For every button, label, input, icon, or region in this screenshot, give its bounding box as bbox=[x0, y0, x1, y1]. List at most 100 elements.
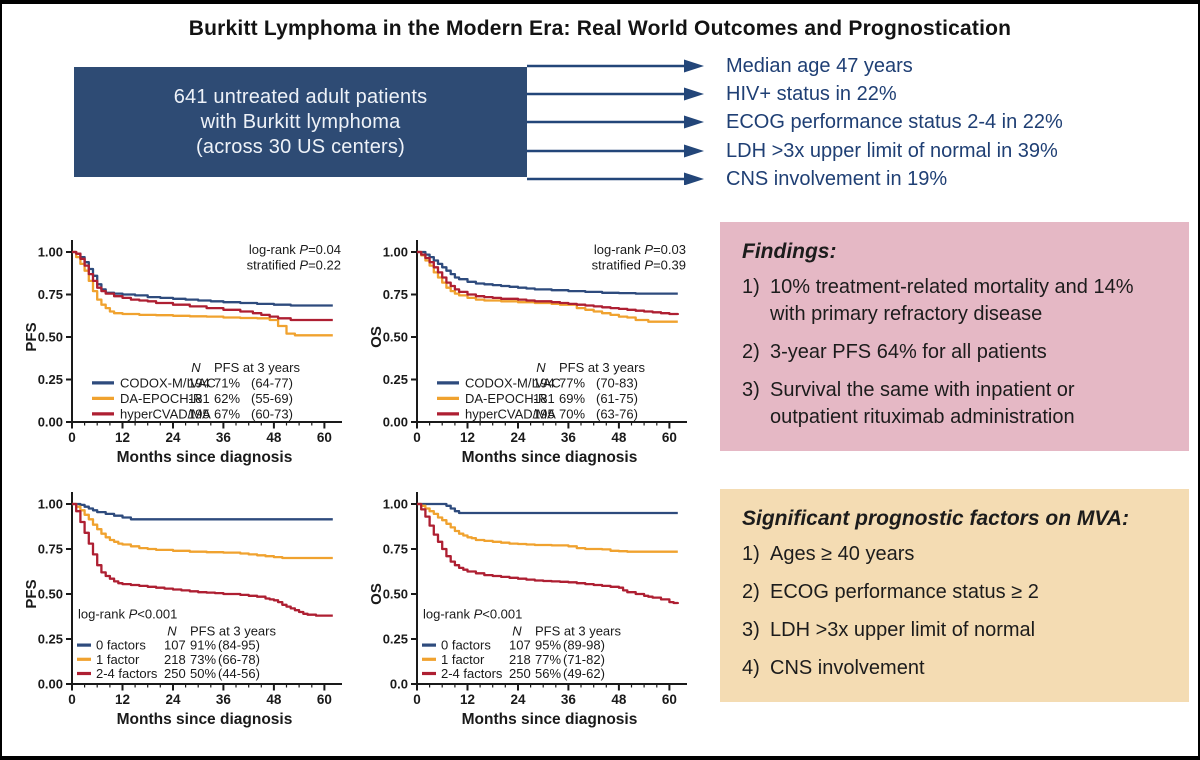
cohort-line-1: 641 untreated adult patients bbox=[173, 85, 428, 108]
svg-text:OS: OS bbox=[368, 326, 385, 348]
svg-text:218: 218 bbox=[509, 652, 531, 667]
svg-text:0.75: 0.75 bbox=[383, 542, 408, 557]
svg-text:0.25: 0.25 bbox=[383, 372, 408, 387]
svg-text:Months since diagnosis: Months since diagnosis bbox=[117, 449, 293, 466]
findings-item: 2) 3-year PFS 64% for all patients bbox=[742, 341, 1047, 363]
svg-text:250: 250 bbox=[164, 666, 186, 681]
svg-text:DA-EPOCH-R: DA-EPOCH-R bbox=[120, 391, 202, 406]
svg-text:0: 0 bbox=[68, 430, 76, 445]
callout-ecog-status: ECOG performance status 2-4 in 22% bbox=[726, 111, 1063, 133]
figure-title: Burkitt Lymphoma in the Modern Era: Real… bbox=[188, 17, 1012, 40]
svg-text:PFS at 3 years: PFS at 3 years bbox=[535, 623, 621, 638]
cohort-box: 641 untreated adult patients with Burkit… bbox=[74, 67, 527, 177]
svg-text:0.00: 0.00 bbox=[38, 415, 63, 430]
prognostic-title: Significant prognostic factors on MVA: bbox=[742, 507, 1129, 530]
svg-text:181: 181 bbox=[188, 391, 210, 406]
svg-text:0.25: 0.25 bbox=[383, 632, 408, 647]
svg-text:24: 24 bbox=[165, 692, 181, 707]
callout-hiv-status: HIV+ status in 22% bbox=[726, 83, 897, 105]
svg-text:48: 48 bbox=[266, 430, 282, 445]
svg-text:1 factor: 1 factor bbox=[441, 652, 485, 667]
svg-text:91%: 91% bbox=[190, 638, 216, 653]
svg-text:1.00: 1.00 bbox=[38, 497, 63, 512]
svg-text:(61-75): (61-75) bbox=[596, 391, 638, 406]
svg-text:(55-69): (55-69) bbox=[251, 391, 293, 406]
svg-text:(63-76): (63-76) bbox=[596, 406, 638, 421]
svg-text:hyperCVAD/MA: hyperCVAD/MA bbox=[465, 406, 556, 421]
svg-text:0.75: 0.75 bbox=[383, 287, 408, 302]
svg-text:12: 12 bbox=[460, 430, 475, 445]
svg-text:(89-98): (89-98) bbox=[563, 638, 605, 653]
svg-text:95%: 95% bbox=[535, 638, 561, 653]
svg-text:log-rank P<0.001: log-rank P<0.001 bbox=[423, 606, 522, 621]
svg-text:1.00: 1.00 bbox=[383, 245, 408, 260]
km-chart-pfs-by-factors: 1.00 0.75 0.50 0.25 0.00 0 12 24 36 48 60 Months si… bbox=[22, 488, 367, 750]
svg-text:0: 0 bbox=[413, 692, 421, 707]
prognostic-item: 1) Ages ≥ 40 years bbox=[742, 543, 915, 565]
svg-text:(71-82): (71-82) bbox=[563, 652, 605, 667]
svg-text:36: 36 bbox=[561, 692, 577, 707]
svg-text:0: 0 bbox=[413, 430, 421, 445]
svg-text:48: 48 bbox=[611, 430, 627, 445]
svg-text:0.00: 0.00 bbox=[38, 677, 63, 692]
findings-panel: Findings: 1) 10% treatment-related morta… bbox=[720, 222, 1189, 451]
cohort-line-3: (across 30 US centers) bbox=[196, 135, 405, 158]
svg-text:PFS at 3 years: PFS at 3 years bbox=[214, 360, 300, 375]
prognostic-item: 4) CNS involvement bbox=[742, 657, 925, 679]
svg-text:CODOX-M/IVAC: CODOX-M/IVAC bbox=[120, 375, 216, 390]
svg-text:PFS at 3 years: PFS at 3 years bbox=[190, 623, 276, 638]
svg-text:218: 218 bbox=[164, 652, 186, 667]
svg-text:PFS: PFS bbox=[23, 579, 40, 608]
svg-text:N: N bbox=[512, 623, 522, 638]
svg-text:195: 195 bbox=[533, 406, 555, 421]
svg-text:Months since diagnosis: Months since diagnosis bbox=[117, 711, 293, 728]
svg-text:60: 60 bbox=[317, 430, 332, 445]
svg-text:log-rank P<0.001: log-rank P<0.001 bbox=[78, 606, 177, 621]
svg-text:60: 60 bbox=[662, 692, 677, 707]
svg-text:CODOX-M/IVAC: CODOX-M/IVAC bbox=[465, 375, 561, 390]
callout-ldh: LDH >3x upper limit of normal in 39% bbox=[726, 140, 1058, 162]
cohort-line-2: with Burkitt lymphoma bbox=[200, 110, 401, 133]
svg-text:Months since diagnosis: Months since diagnosis bbox=[462, 449, 638, 466]
arrow-icon bbox=[527, 87, 704, 101]
svg-text:0.50: 0.50 bbox=[38, 330, 63, 345]
svg-text:0.00: 0.00 bbox=[383, 415, 408, 430]
svg-text:107: 107 bbox=[509, 638, 531, 653]
flow-arrows bbox=[527, 59, 704, 185]
svg-text:36: 36 bbox=[216, 430, 232, 445]
svg-text:12: 12 bbox=[460, 692, 475, 707]
callout-cns: CNS involvement in 19% bbox=[726, 168, 948, 190]
km-chart-pfs-by-regimen: 1.00 0.75 0.50 0.25 0.00 0 12 24 36 48 60 Months si… bbox=[22, 232, 367, 482]
svg-text:0.25: 0.25 bbox=[38, 372, 63, 387]
svg-text:48: 48 bbox=[611, 692, 627, 707]
svg-text:62%: 62% bbox=[214, 391, 240, 406]
svg-text:24: 24 bbox=[510, 430, 526, 445]
arrow-icon bbox=[527, 59, 704, 73]
svg-text:50%: 50% bbox=[190, 666, 216, 681]
svg-text:log-rank P=0.03: log-rank P=0.03 bbox=[594, 242, 686, 257]
svg-text:N: N bbox=[191, 360, 201, 375]
svg-text:(66-78): (66-78) bbox=[218, 652, 260, 667]
svg-text:0.25: 0.25 bbox=[38, 632, 63, 647]
svg-text:(60-73): (60-73) bbox=[251, 406, 293, 421]
svg-text:36: 36 bbox=[561, 430, 577, 445]
svg-text:77%: 77% bbox=[559, 375, 585, 390]
svg-text:log-rank P=0.04: log-rank P=0.04 bbox=[249, 242, 341, 257]
svg-text:(70-83): (70-83) bbox=[596, 375, 638, 390]
findings-item: 1) 10% treatment-related mortality and 1… bbox=[742, 276, 1134, 325]
svg-text:56%: 56% bbox=[535, 666, 561, 681]
svg-text:2-4 factors: 2-4 factors bbox=[441, 666, 503, 681]
svg-text:(44-56): (44-56) bbox=[218, 666, 260, 681]
svg-text:0.75: 0.75 bbox=[38, 542, 63, 557]
svg-text:0.50: 0.50 bbox=[383, 587, 408, 602]
svg-text:73%: 73% bbox=[190, 652, 216, 667]
svg-text:0 factors: 0 factors bbox=[96, 638, 146, 653]
svg-text:12: 12 bbox=[115, 692, 130, 707]
arrow-icon bbox=[527, 172, 704, 185]
svg-text:PFS: PFS bbox=[23, 322, 40, 351]
svg-text:36: 36 bbox=[216, 692, 232, 707]
svg-text:stratified P=0.22: stratified P=0.22 bbox=[247, 258, 341, 273]
svg-text:67%: 67% bbox=[214, 406, 240, 421]
svg-text:OS: OS bbox=[368, 583, 385, 605]
